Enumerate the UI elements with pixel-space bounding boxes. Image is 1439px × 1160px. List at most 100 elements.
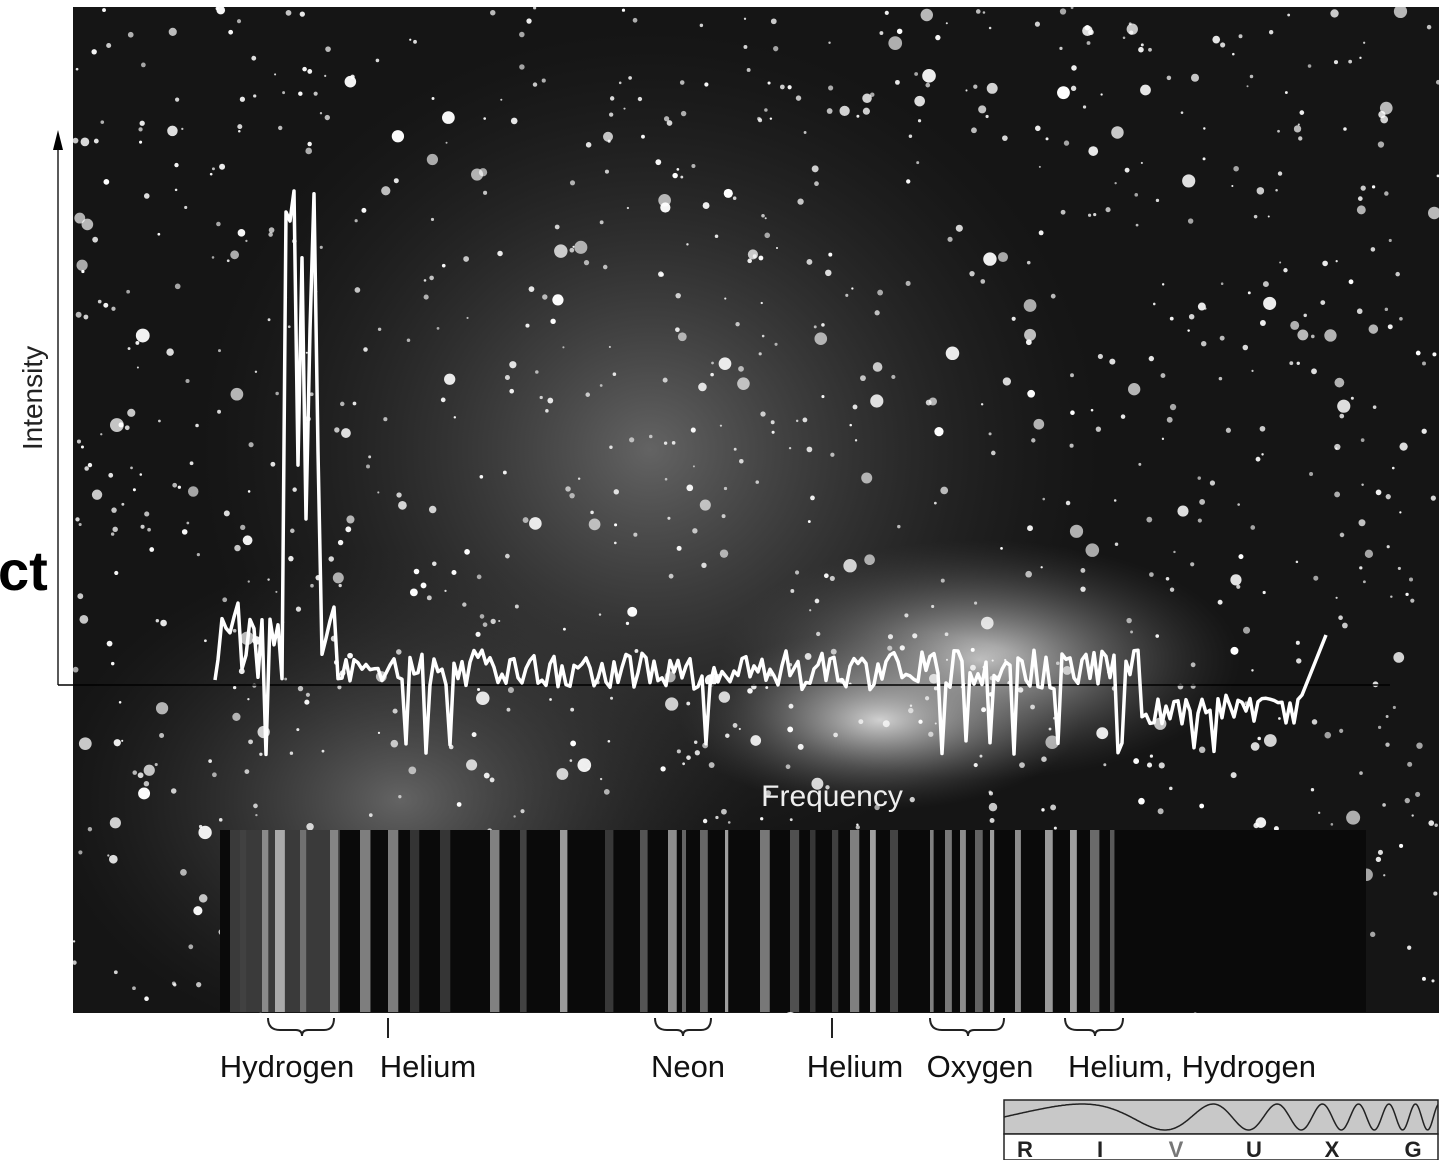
star	[212, 167, 215, 170]
star	[1363, 42, 1365, 44]
star	[1026, 339, 1032, 345]
star	[1275, 189, 1278, 192]
star	[1309, 472, 1313, 476]
star	[138, 772, 144, 778]
star	[991, 451, 996, 456]
star	[1363, 580, 1366, 583]
star	[1394, 5, 1407, 18]
star	[855, 439, 857, 441]
star	[629, 437, 634, 442]
spectral-line	[870, 830, 876, 1012]
star	[88, 827, 92, 831]
spectral-line	[668, 830, 677, 1012]
star	[78, 850, 82, 854]
star	[614, 523, 617, 526]
band-letter: R	[1017, 1137, 1033, 1160]
star	[908, 708, 913, 713]
line-label: Helium	[380, 1049, 476, 1084]
star	[483, 191, 487, 195]
star	[424, 295, 429, 300]
star	[764, 232, 770, 238]
star	[1080, 586, 1085, 591]
star	[789, 704, 794, 709]
star	[1066, 501, 1070, 505]
star	[1250, 525, 1255, 530]
star	[328, 556, 333, 561]
star	[672, 173, 677, 178]
star	[1324, 329, 1336, 341]
star	[175, 189, 178, 192]
star	[216, 222, 221, 227]
star	[462, 602, 466, 606]
star	[825, 270, 831, 276]
star	[856, 825, 860, 829]
star	[1210, 480, 1215, 485]
star	[432, 97, 435, 100]
star	[1024, 329, 1036, 341]
brackets	[268, 1018, 1123, 1038]
star	[75, 517, 79, 521]
star	[304, 700, 309, 705]
star	[108, 473, 113, 478]
star	[366, 464, 370, 468]
star	[1087, 41, 1091, 45]
star	[1219, 377, 1223, 381]
star	[475, 632, 480, 637]
star	[533, 6, 536, 9]
star	[1336, 260, 1338, 262]
star	[686, 484, 693, 491]
star	[686, 243, 688, 245]
star	[500, 99, 502, 101]
line-label: Helium, Hydrogen	[1068, 1049, 1316, 1084]
star	[345, 526, 351, 532]
star	[396, 492, 401, 497]
star	[790, 589, 794, 593]
star	[833, 733, 838, 738]
star	[1121, 414, 1125, 418]
band-letter: V	[1169, 1137, 1184, 1160]
star	[444, 590, 446, 592]
star	[1149, 572, 1154, 577]
star	[1167, 76, 1172, 81]
star	[1334, 60, 1338, 64]
star	[934, 427, 943, 436]
star	[103, 303, 108, 308]
star	[664, 441, 667, 444]
star	[765, 686, 768, 689]
star	[1386, 494, 1391, 499]
star	[669, 574, 674, 579]
star	[1243, 627, 1250, 634]
star	[761, 302, 763, 304]
star	[796, 420, 798, 422]
star	[737, 377, 750, 390]
star	[831, 649, 837, 655]
star	[873, 362, 883, 372]
star	[735, 322, 739, 326]
star	[809, 609, 811, 611]
star	[604, 789, 610, 795]
star	[603, 265, 608, 270]
star	[875, 310, 880, 315]
star	[989, 27, 992, 30]
star	[1148, 48, 1152, 52]
spectral-line	[490, 830, 499, 1012]
star	[983, 11, 986, 14]
y-axis-label: Intensity	[17, 346, 48, 450]
star	[1313, 576, 1318, 581]
star	[1096, 727, 1108, 739]
star	[1415, 792, 1420, 797]
star	[660, 202, 670, 212]
star	[1098, 354, 1103, 359]
star	[664, 116, 669, 121]
star	[935, 35, 940, 40]
star	[660, 273, 664, 277]
star	[410, 589, 418, 597]
star	[918, 720, 922, 724]
star	[759, 352, 762, 355]
star	[638, 97, 642, 101]
star	[1357, 308, 1363, 314]
star	[1263, 281, 1269, 287]
star	[1129, 31, 1133, 35]
star	[166, 348, 173, 355]
star	[1153, 303, 1156, 306]
